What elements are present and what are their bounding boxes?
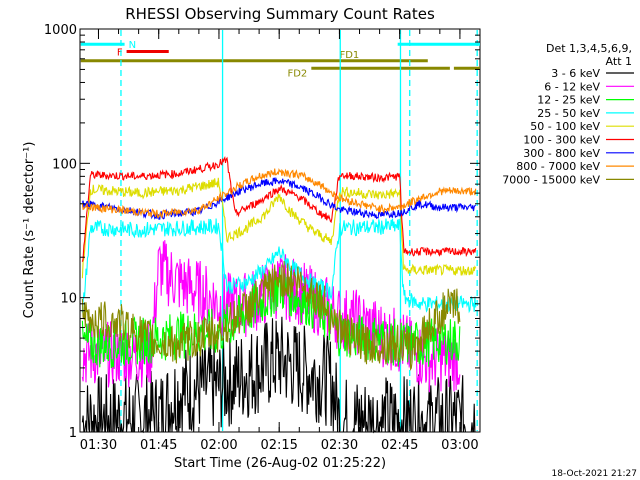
y-tick-label: 1	[69, 426, 77, 441]
x-tick-label: 01:30	[80, 438, 117, 453]
legend-label: 7000 - 15000 keV	[502, 173, 600, 186]
chart-title: RHESSI Observing Summary Count Rates	[125, 5, 435, 23]
legend-label: 800 - 7000 keV	[516, 160, 600, 173]
series-lines	[81, 155, 477, 434]
legend-header: Att 1	[606, 55, 632, 68]
y-tick-label: 1000	[44, 23, 77, 38]
legend-label: 12 - 25 keV	[537, 94, 600, 107]
series-line	[81, 218, 477, 314]
flag-label: FD2	[287, 68, 307, 79]
series-line	[81, 177, 477, 279]
series-line	[81, 316, 476, 434]
legend-label: 25 - 50 keV	[537, 107, 600, 120]
legend-header: Det 1,3,4,5,6,9,	[546, 42, 632, 55]
flag-label: N	[129, 40, 136, 51]
legend-label: 100 - 300 keV	[523, 134, 600, 147]
legend-label: 6 - 12 keV	[544, 80, 600, 93]
legend-label: 3 - 6 keV	[551, 67, 600, 80]
flag-label: F	[117, 47, 123, 58]
plot-frame	[79, 28, 481, 433]
x-tick-label: 02:45	[381, 438, 418, 453]
timestamp: 18-Oct-2021 21:27	[552, 469, 637, 479]
legend-label: 300 - 800 keV	[523, 147, 600, 160]
axes: 1 10 100 1000 01:30 01:45 02:00 02:15 02:30 02:45…	[44, 23, 481, 453]
series-line	[81, 168, 477, 219]
x-axis-label: Start Time (26-Aug-02 01:25:22)	[174, 456, 386, 471]
x-tick-label: 02:30	[321, 438, 358, 453]
x-tick-label: 01:45	[140, 438, 177, 453]
x-tick-label: 03:00	[441, 438, 478, 453]
y-axis-label: Count Rate (s⁻¹ detector⁻¹)	[22, 142, 37, 319]
x-tick-label: 02:00	[200, 438, 237, 453]
x-tick-label: 02:15	[260, 438, 297, 453]
flag-label: FD1	[339, 50, 359, 61]
y-tick-label: 10	[60, 292, 77, 307]
series-line	[81, 260, 461, 372]
flag-bars: NF FD1 FD2	[80, 40, 480, 79]
y-tick-label: 100	[52, 157, 77, 172]
legend-label: 50 - 100 keV	[530, 120, 600, 133]
series-line	[81, 155, 477, 262]
